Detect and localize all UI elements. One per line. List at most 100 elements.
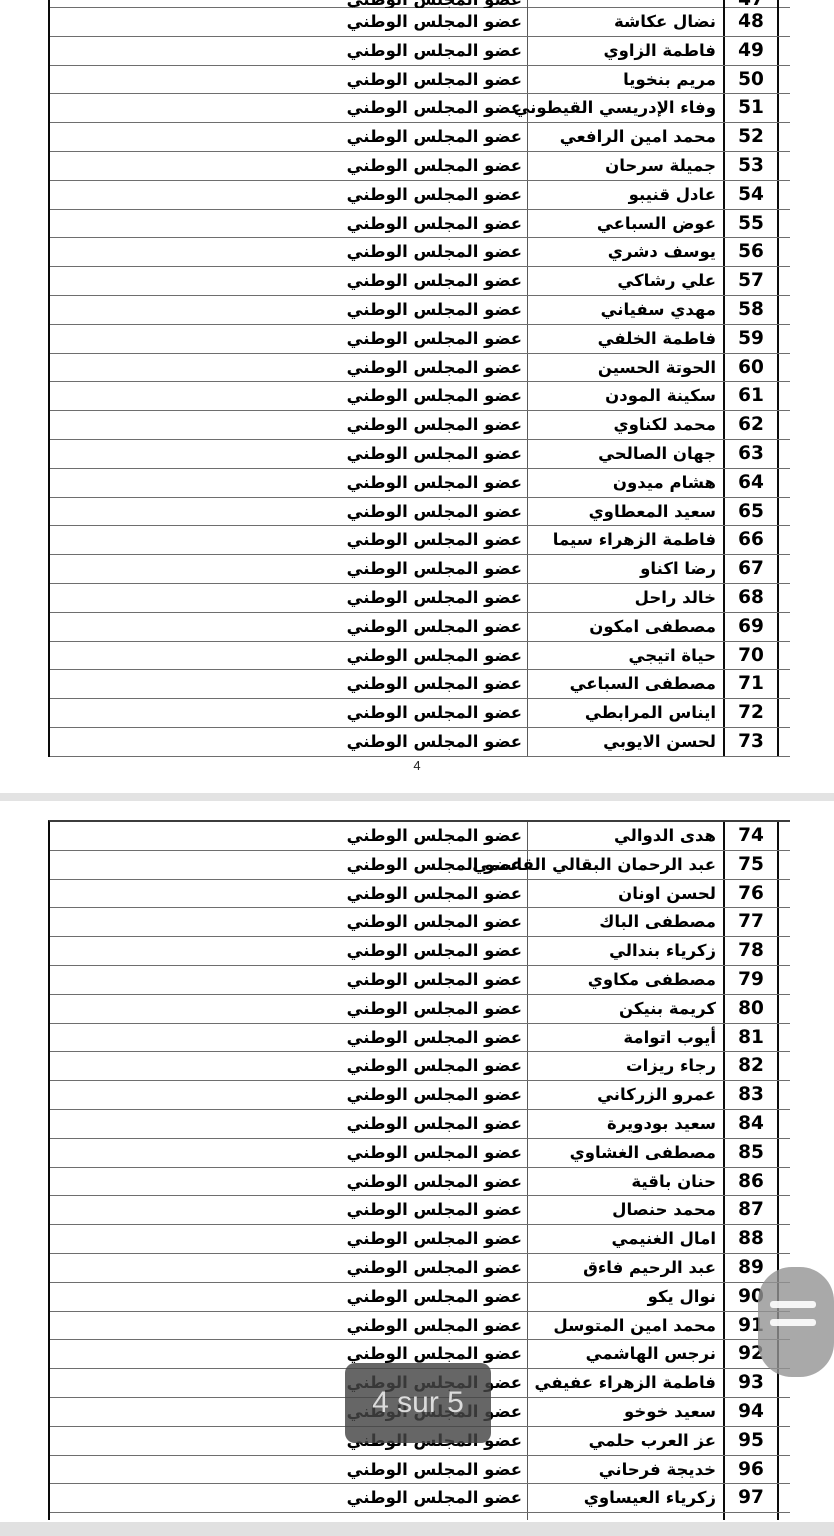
number-cell: 60 (725, 353, 779, 382)
role-cell: عضو المجلس الوطني (50, 1455, 528, 1484)
number-cell: 67 (725, 555, 779, 583)
role-cell: عضو المجلس الوطني (50, 382, 528, 411)
table-row: عضو المجلس الوطني كريمة بنيكن 80 (50, 994, 790, 1024)
name-cell: فاطمة الزهراء عفيفي (528, 1369, 725, 1397)
page-separator (0, 793, 834, 801)
table-row: عضو المجلس الوطني هدى الدوالي 74 (50, 822, 790, 851)
number-cell: 63 (725, 439, 779, 468)
role-cell: عضو المجلس الوطني (50, 267, 528, 295)
row-border-stub (779, 440, 790, 468)
partial-row-47: عضو المجلس الوطني 47 (50, 0, 790, 8)
number-cell: 93 (725, 1369, 779, 1397)
page-indicator-label: 4 sur 5 (372, 1386, 464, 1419)
name-cell: عمرو الزركاني (528, 1081, 725, 1109)
row-border-stub (779, 937, 790, 965)
number-cell: 94 (725, 1397, 779, 1426)
name-cell: لحسن اونان (528, 879, 725, 908)
table-row: عضو المجلس الوطني وفاء الإدريسي القيطوني… (50, 94, 790, 124)
number-cell: 78 (725, 937, 779, 965)
table-row: عضو المجلس الوطني نوال يكو 90 (50, 1282, 790, 1312)
row-border-stub (779, 1225, 790, 1253)
number-cell: 97 (725, 1484, 779, 1513)
number-cell: 75 (725, 850, 779, 879)
name-cell: جميلة سرحان (528, 151, 725, 180)
partial-row-98 (50, 1513, 790, 1521)
name-cell: سعيد المعطاوي (528, 497, 725, 526)
row-border-stub (779, 880, 790, 908)
table-row: عضو المجلس الوطني حنان باقية 86 (50, 1167, 790, 1197)
table-row: عضو المجلس الوطني مصطفى مكاوي 79 (50, 965, 790, 995)
table-row: عضو المجلس الوطني الحوتة الحسين 60 (50, 353, 790, 383)
number-cell: 79 (725, 965, 779, 994)
name-cell: محمد لكناوي (528, 411, 725, 439)
role-cell (50, 1513, 528, 1521)
number-cell: 77 (725, 908, 779, 937)
role-cell: عضو المجلس الوطني (50, 908, 528, 937)
table-row: عضو المجلس الوطني مصطفى الغشاوي 85 (50, 1138, 790, 1168)
table-row: عضو المجلس الوطني زكرياء العيساوي 97 (50, 1484, 790, 1514)
row-border-stub (779, 123, 790, 151)
name-cell: وفاء الإدريسي القيطوني (513, 94, 725, 123)
name-cell: خديجة فرحاني (528, 1455, 725, 1484)
table-row: عضو المجلس الوطني زكرياء بندالي 78 (50, 937, 790, 966)
row-border-stub (779, 354, 790, 382)
row-border-stub (779, 1427, 790, 1455)
role-cell: عضو المجلس الوطني (50, 238, 528, 267)
row-border-stub (779, 1052, 790, 1080)
role-cell: عضو المجلس الوطني (50, 1340, 528, 1369)
row-border-stub (779, 1513, 790, 1520)
name-cell: حياة اتيجي (528, 641, 725, 670)
row-border-stub (779, 8, 790, 36)
table-row: عضو المجلس الوطني مصطفى الباك 77 (50, 908, 790, 938)
name-cell: مريم بنخويا (528, 65, 725, 94)
number-cell: 95 (725, 1426, 779, 1455)
table-row: عضو المجلس الوطني نرجس الهاشمي 92 (50, 1340, 790, 1370)
row-border-stub (779, 66, 790, 94)
role-cell: عضو المجلس الوطني (50, 699, 528, 727)
name-cell: عادل قنيبو (528, 180, 725, 209)
table-row: عضو المجلس الوطني محمد امين المتوسل 91 (50, 1311, 790, 1341)
table-row: عضو المجلس الوطني مهدي سفياني 58 (50, 295, 790, 325)
number-cell: 80 (725, 994, 779, 1023)
table-row: عضو المجلس الوطني فاطمة الزهراء سيما 66 (50, 526, 790, 556)
name-cell: لحسن الايوبي (528, 727, 725, 756)
number-cell: 64 (725, 468, 779, 497)
role-cell: عضو المجلس الوطني (50, 879, 528, 908)
scroll-grip-icon (770, 1301, 816, 1308)
name-cell: محمد امين الرافعي (528, 123, 725, 151)
table-row: عضو المجلس الوطني محمد حنصال 87 (50, 1196, 790, 1226)
name-cell: علي رشاكي (528, 267, 725, 295)
row-border-stub (779, 1024, 790, 1052)
row-border-stub (779, 1196, 790, 1224)
table-row: عضو المجلس الوطني يوسف دشري 56 (50, 238, 790, 268)
role-cell: عضو المجلس الوطني (50, 670, 528, 699)
name-cell: سعيد خوخو (528, 1397, 725, 1426)
role-cell: عضو المجلس الوطني (50, 65, 528, 94)
fast-scroll-handle[interactable] (758, 1267, 834, 1377)
number-cell: 87 (725, 1196, 779, 1225)
role-cell: عضو المجلس الوطني (50, 994, 528, 1023)
table-row: عضو المجلس الوطني رجاء ريزات 82 (50, 1052, 790, 1082)
role-cell: عضو المجلس الوطني (50, 1196, 528, 1225)
row-border-stub (779, 37, 790, 65)
name-cell: امال الغنيمي (528, 1225, 725, 1253)
row-border-stub (779, 1484, 790, 1512)
table-row: عضو المجلس الوطني محمد لكناوي 62 (50, 411, 790, 440)
number-cell: 54 (725, 180, 779, 209)
table-row: عضو المجلس الوطني رضا اكناو 67 (50, 555, 790, 584)
scroll-grip-icon (770, 1319, 816, 1326)
role-cell: عضو المجلس الوطني (50, 1138, 528, 1167)
table-row: عضو المجلس الوطني خديجة فرحاني 96 (50, 1455, 790, 1485)
name-cell: مصطفى امكون (528, 612, 725, 641)
row-border-stub (779, 1168, 790, 1196)
number-cell: 50 (725, 65, 779, 94)
name-cell: نرجس الهاشمي (528, 1340, 725, 1369)
role-cell: عضو المجلس الوطني (50, 612, 528, 641)
name-cell: خالد راحل (528, 583, 725, 612)
name-cell: نضال عكاشة (528, 8, 725, 36)
row-border-stub (779, 382, 790, 410)
row-border-stub (779, 325, 790, 353)
number-cell: 96 (725, 1455, 779, 1484)
role-cell: عضو المجلس الوطني (50, 411, 528, 439)
